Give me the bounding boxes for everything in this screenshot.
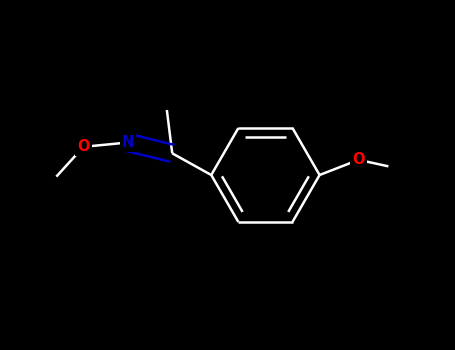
Text: O: O	[352, 152, 365, 167]
Text: N: N	[121, 135, 134, 150]
Text: O: O	[77, 139, 90, 154]
